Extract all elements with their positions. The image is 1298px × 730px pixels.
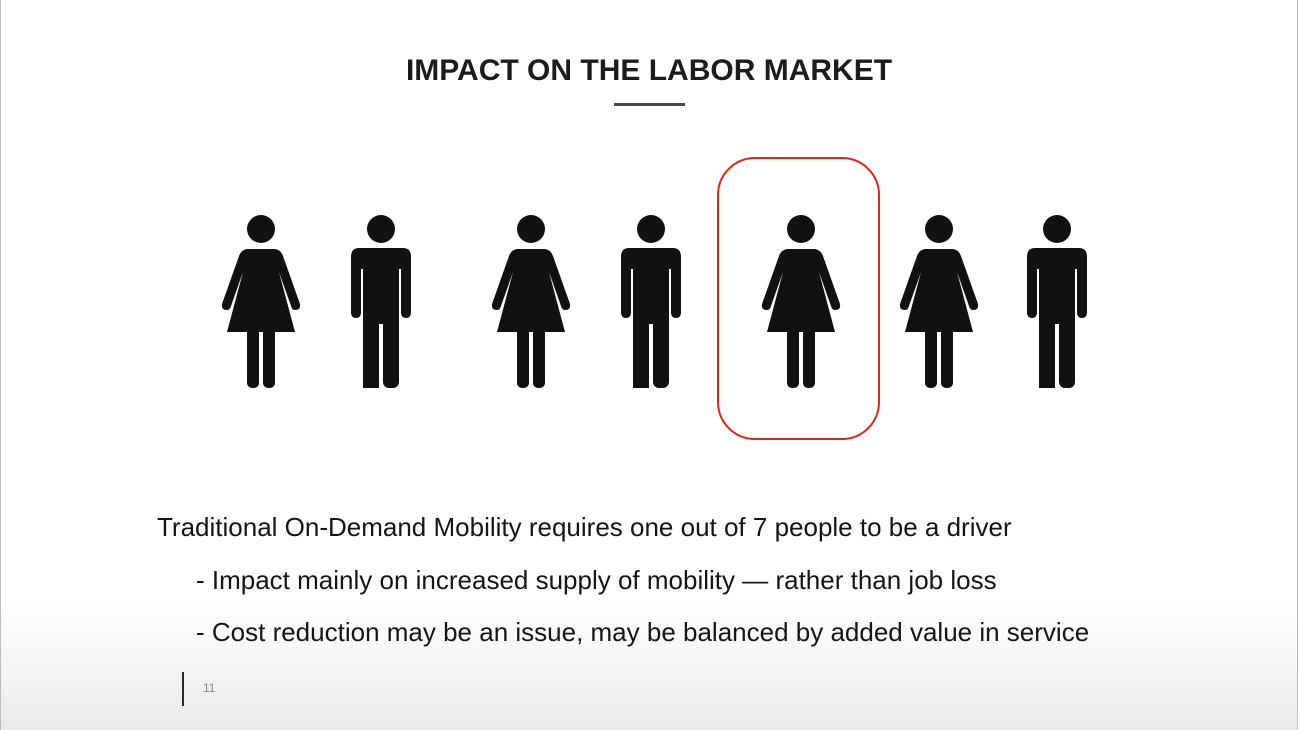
bullet-item: - Impact mainly on increased supply of m… [196, 565, 997, 595]
man-icon [611, 214, 691, 388]
man-icon [341, 214, 421, 388]
woman-icon [899, 214, 979, 388]
page-number: 11 [203, 681, 216, 695]
bullet-item: - Cost reduction may be an issue, may be… [196, 617, 1090, 647]
man-icon [1017, 214, 1097, 388]
woman-icon [491, 214, 571, 388]
slide-title: IMPACT ON THE LABOR MARKET [405, 54, 893, 87]
title-underline [614, 103, 685, 106]
slide-left-border [0, 0, 1, 730]
woman-icon [761, 214, 841, 388]
footer-divider [182, 672, 184, 706]
main-statement: Traditional On-Demand Mobility requires … [157, 512, 1012, 542]
driver-highlight-box [717, 157, 880, 440]
woman-icon [221, 214, 301, 388]
